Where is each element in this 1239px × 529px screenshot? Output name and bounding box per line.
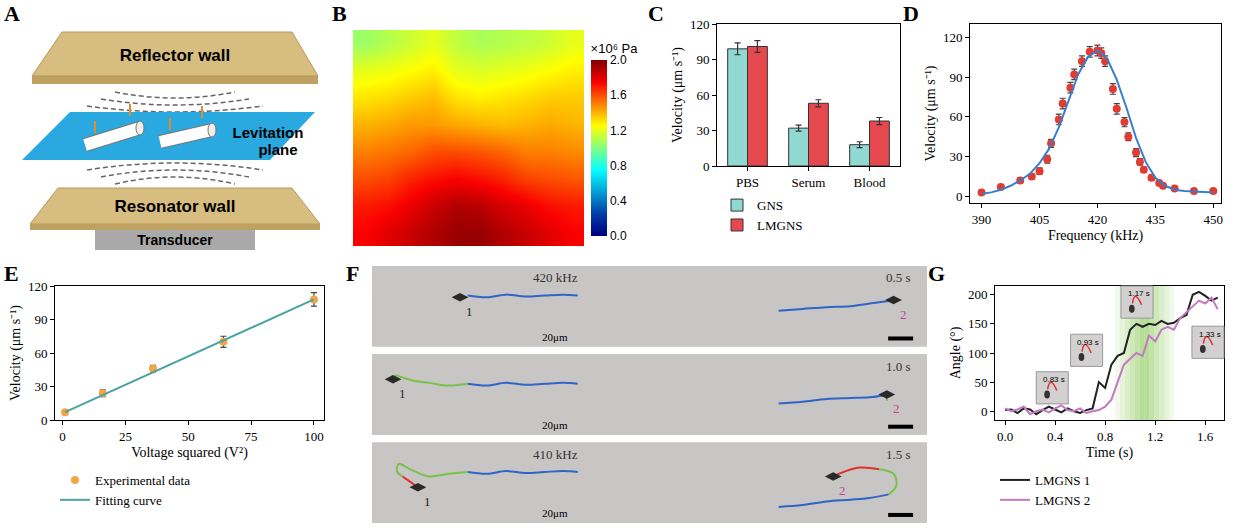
svg-text:Levitationplane: Levitationplane	[233, 124, 304, 158]
svg-text:1: 1	[466, 304, 473, 319]
html-text:B: B	[332, 1, 347, 26]
svg-text:Voltage squared (V²): Voltage squared (V²)	[131, 445, 248, 461]
svg-text:390: 390	[972, 212, 992, 227]
svg-text:LMGNS: LMGNS	[757, 218, 803, 233]
svg-text:450: 450	[1204, 212, 1224, 227]
svg-text:PBS: PBS	[736, 175, 759, 190]
svg-text:Transducer: Transducer	[137, 232, 213, 248]
svg-text:0.5 s: 0.5 s	[886, 270, 911, 285]
html-text:C: C	[648, 1, 664, 26]
svg-text:420 kHz: 420 kHz	[533, 270, 578, 285]
svg-text:1: 1	[424, 494, 431, 509]
svg-text:1.6: 1.6	[610, 88, 627, 102]
svg-text:0.0: 0.0	[997, 429, 1013, 444]
svg-text:100: 100	[304, 429, 324, 444]
html-text:D: D	[903, 1, 919, 26]
svg-text:405: 405	[1030, 212, 1050, 227]
svg-text:90: 90	[696, 52, 709, 67]
svg-text:1: 1	[399, 386, 406, 401]
svg-text:30: 30	[949, 149, 962, 164]
svg-text:25: 25	[119, 429, 132, 444]
svg-text:90: 90	[34, 312, 47, 327]
svg-text:75: 75	[245, 429, 258, 444]
svg-text:0.8: 0.8	[1097, 429, 1113, 444]
svg-text:0: 0	[956, 189, 963, 204]
svg-text:Time (s): Time (s)	[1086, 445, 1134, 461]
svg-text:1.6: 1.6	[1197, 429, 1214, 444]
svg-text:0.4: 0.4	[1047, 429, 1064, 444]
svg-text:1.33 s: 1.33 s	[1199, 330, 1221, 339]
svg-text:2.0: 2.0	[610, 53, 627, 67]
svg-text:1.17 s: 1.17 s	[1128, 289, 1150, 298]
html-text:E: E	[4, 261, 19, 286]
svg-text:435: 435	[1146, 212, 1166, 227]
svg-text:Angle (°): Angle (°)	[948, 326, 964, 379]
svg-text:420: 420	[1088, 212, 1108, 227]
svg-text:0.8: 0.8	[610, 159, 627, 173]
html-text:A: A	[4, 1, 20, 26]
svg-text:60: 60	[34, 346, 47, 361]
svg-text:60: 60	[696, 88, 709, 103]
svg-text:2: 2	[893, 401, 900, 416]
svg-text:50: 50	[182, 429, 195, 444]
svg-text:150: 150	[968, 316, 988, 331]
svg-text:90: 90	[949, 70, 962, 85]
svg-text:LMGNS 1: LMGNS 1	[1035, 473, 1090, 488]
svg-text:20μm: 20μm	[542, 507, 568, 519]
svg-text:50: 50	[974, 375, 987, 390]
svg-text:Frequency (kHz): Frequency (kHz)	[1048, 228, 1144, 244]
svg-text:30: 30	[34, 379, 47, 394]
svg-text:2: 2	[900, 307, 907, 322]
svg-text:200: 200	[968, 287, 988, 302]
svg-text:Experimental data: Experimental data	[95, 473, 190, 488]
svg-text:Serum: Serum	[792, 175, 826, 190]
svg-text:2: 2	[839, 483, 846, 498]
html-text:G: G	[928, 261, 946, 286]
svg-text:×10⁶ Pa: ×10⁶ Pa	[591, 41, 639, 56]
svg-text:1.0 s: 1.0 s	[886, 359, 911, 374]
svg-text:0: 0	[703, 159, 710, 174]
svg-text:Velocity (μm s⁻¹): Velocity (μm s⁻¹)	[670, 47, 686, 143]
svg-text:0.93 s: 0.93 s	[1077, 338, 1099, 347]
svg-text:LMGNS 2: LMGNS 2	[1035, 493, 1090, 508]
svg-text:0: 0	[59, 429, 66, 444]
svg-text:0: 0	[41, 413, 48, 428]
svg-text:60: 60	[949, 109, 962, 124]
svg-text:0: 0	[981, 404, 988, 419]
svg-text:Velocity (μm s⁻¹): Velocity (μm s⁻¹)	[8, 305, 24, 401]
svg-text:1.2: 1.2	[610, 124, 627, 138]
svg-text:20μm: 20μm	[542, 331, 568, 343]
svg-text:120: 120	[28, 279, 48, 294]
svg-text:30: 30	[696, 123, 709, 138]
svg-text:1.5 s: 1.5 s	[886, 447, 911, 462]
svg-text:0.83 s: 0.83 s	[1043, 375, 1065, 384]
svg-text:120: 120	[690, 17, 710, 32]
svg-text:0.4: 0.4	[610, 194, 627, 208]
svg-text:Blood: Blood	[854, 175, 886, 190]
svg-text:Fitting curve: Fitting curve	[95, 493, 162, 508]
svg-text:GNS: GNS	[757, 198, 783, 213]
svg-text:Resonator wall: Resonator wall	[115, 197, 236, 216]
svg-text:120: 120	[943, 30, 963, 45]
svg-text:Velocity (μm s⁻¹): Velocity (μm s⁻¹)	[923, 65, 939, 161]
svg-text:0.0: 0.0	[610, 229, 627, 243]
svg-text:20μm: 20μm	[542, 419, 568, 431]
svg-text:100: 100	[968, 346, 988, 361]
svg-text:410 kHz: 410 kHz	[533, 447, 578, 462]
svg-text:Reflector wall: Reflector wall	[120, 46, 231, 65]
svg-text:1.2: 1.2	[1147, 429, 1163, 444]
html-text:F: F	[346, 261, 360, 286]
